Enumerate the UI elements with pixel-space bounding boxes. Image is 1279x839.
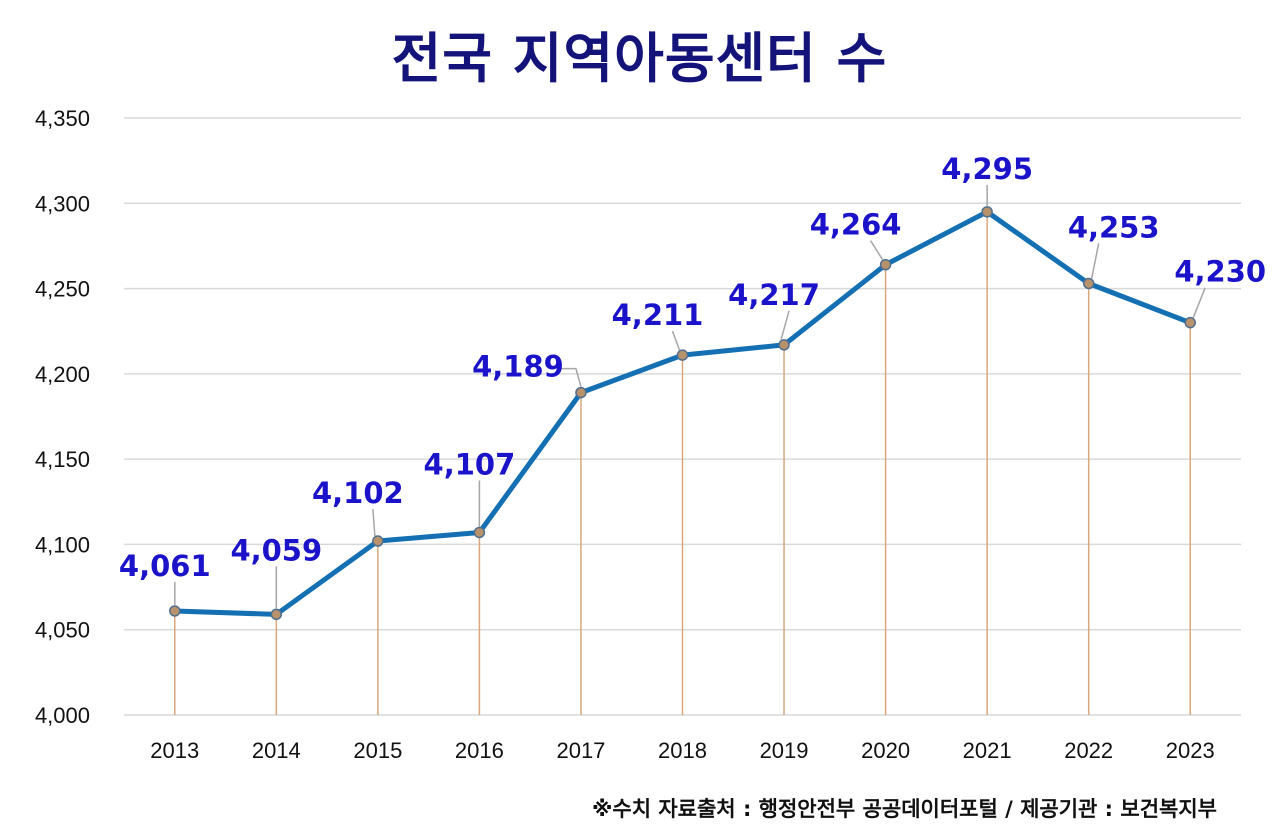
y-tick-label: 4,350 bbox=[35, 106, 90, 131]
label-leader-line bbox=[780, 310, 790, 341]
label-leader-lines bbox=[174, 184, 1206, 609]
data-label: 4,230 bbox=[1174, 255, 1266, 289]
x-tick-label: 2013 bbox=[150, 738, 199, 763]
data-label: 4,059 bbox=[230, 533, 322, 567]
data-label: 4,217 bbox=[728, 278, 820, 312]
label-leader-line bbox=[1192, 287, 1206, 318]
data-point bbox=[270, 608, 283, 621]
x-tick-label: 2014 bbox=[252, 738, 301, 763]
data-point bbox=[879, 258, 892, 271]
y-tick-label: 4,200 bbox=[35, 362, 90, 387]
x-tick-label: 2021 bbox=[963, 738, 1012, 763]
y-tick-label: 4,150 bbox=[35, 447, 90, 472]
x-tick-label: 2017 bbox=[556, 738, 605, 763]
data-point bbox=[676, 349, 689, 361]
data-point bbox=[981, 206, 993, 218]
data-markers bbox=[169, 206, 1196, 621]
x-tick-label: 2023 bbox=[1166, 738, 1215, 763]
label-leader-line bbox=[1090, 243, 1100, 279]
data-label: 4,264 bbox=[810, 208, 902, 242]
data-point bbox=[1184, 316, 1196, 329]
data-label: 4,189 bbox=[472, 350, 564, 384]
chart-title: 전국 지역아동센터 수 bbox=[391, 27, 888, 90]
x-tick-label: 2020 bbox=[861, 738, 910, 763]
data-point bbox=[575, 386, 587, 399]
x-tick-label: 2018 bbox=[658, 738, 707, 763]
y-tick-label: 4,000 bbox=[35, 703, 90, 728]
data-point bbox=[372, 535, 384, 547]
y-tick-label: 4,250 bbox=[35, 277, 90, 302]
data-point bbox=[473, 526, 486, 539]
x-tick-label: 2016 bbox=[455, 738, 504, 763]
data-label: 4,061 bbox=[119, 549, 211, 583]
data-point bbox=[169, 605, 181, 617]
data-label: 4,107 bbox=[424, 447, 516, 481]
x-tick-label: 2019 bbox=[760, 738, 809, 763]
y-axis-ticks: 4,000 4,050 4,100 4,150 4,200 4,250 4,300 4,350 bbox=[35, 106, 90, 728]
data-point bbox=[1082, 277, 1095, 290]
x-tick-label: 2022 bbox=[1064, 738, 1113, 763]
label-leader-line bbox=[372, 508, 376, 537]
label-leader-line bbox=[671, 330, 681, 351]
y-tick-label: 4,300 bbox=[35, 191, 90, 216]
y-tick-label: 4,050 bbox=[35, 618, 90, 643]
data-labels: 4,061 4,059 4,102 4,107 4,189 4,211 4,217 4,264… bbox=[119, 152, 1266, 583]
x-tick-label: 2015 bbox=[353, 738, 402, 763]
x-axis-ticks: 2013 2014 2015 2016 2017 2018 2019 2020 2021 2022… bbox=[150, 738, 1214, 763]
data-label: 4,295 bbox=[941, 152, 1033, 186]
drop-lines bbox=[174, 211, 1191, 715]
y-tick-label: 4,100 bbox=[35, 532, 90, 557]
source-note: ※수치 자료출처 : 행정안전부 공공데이터포털 / 제공기관 : 보건복지부 bbox=[591, 797, 1217, 821]
data-point bbox=[778, 339, 790, 351]
data-label: 4,211 bbox=[612, 298, 704, 332]
label-leader-line bbox=[869, 240, 884, 261]
data-label: 4,253 bbox=[1068, 210, 1160, 244]
data-label: 4,102 bbox=[312, 476, 404, 510]
label-leader-line bbox=[557, 367, 582, 387]
